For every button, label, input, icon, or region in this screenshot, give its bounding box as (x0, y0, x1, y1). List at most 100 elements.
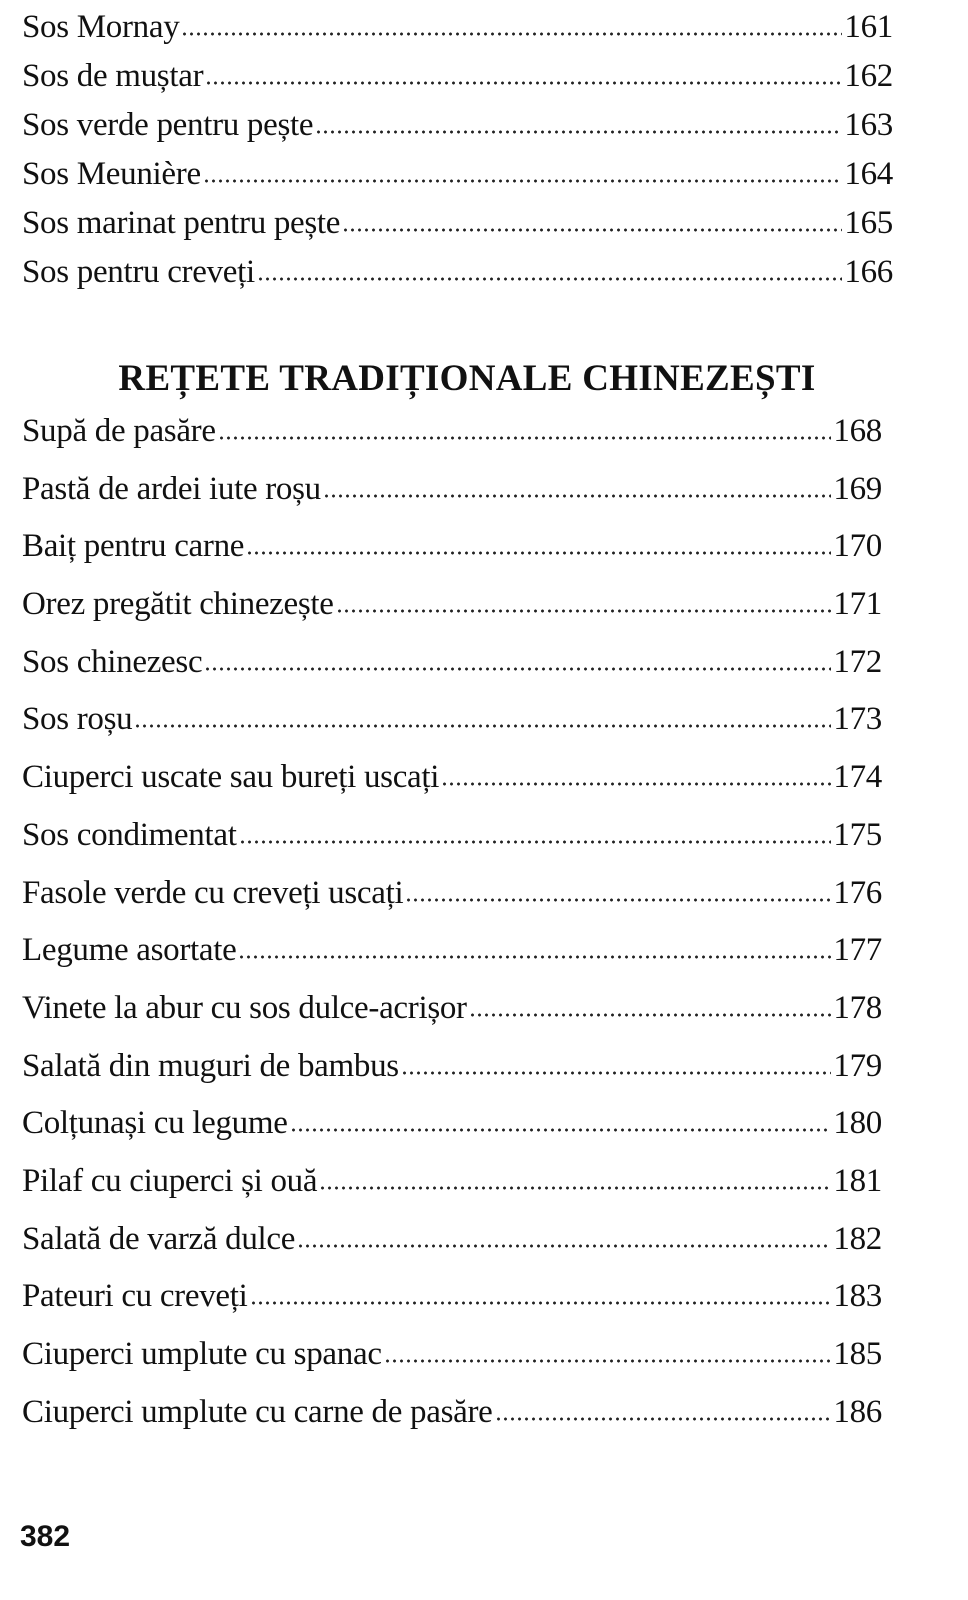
entry-title: Pastă de ardei iute roșu (22, 470, 321, 507)
entry-page: 161 (844, 9, 893, 45)
entry-page: 181 (833, 1162, 882, 1199)
entry-title: Sos chinezesc (22, 643, 203, 680)
entry-page: 183 (833, 1278, 882, 1315)
dot-leader (297, 1243, 832, 1248)
entry-title: Sos verde pentru pește (22, 107, 314, 143)
entry-title: Ciuperci uscate sau bureți uscați (22, 759, 440, 796)
dot-leader (342, 228, 843, 232)
entry-page: 164 (844, 156, 893, 192)
entry-title: Sos Mornay (22, 9, 180, 45)
dot-leader (205, 81, 843, 85)
dot-leader (134, 724, 832, 729)
entry-title: Sos condimentat (22, 816, 237, 853)
toc-entry: Ciuperci umplute cu carne de pasăre 186 (22, 1394, 882, 1452)
entry-page: 182 (833, 1220, 882, 1257)
toc-entry: Salată de varză dulce 182 (22, 1221, 882, 1279)
entry-page: 175 (833, 816, 882, 853)
entry-page: 186 (833, 1393, 882, 1430)
toc-entry: Sos verde pentru pește 163 (22, 107, 893, 156)
dot-leader (256, 277, 843, 281)
entry-page: 174 (833, 759, 882, 796)
toc-entry: Sos Meunière 164 (22, 156, 893, 205)
entry-title: Sos marinat pentru pește (22, 205, 341, 241)
entry-title: Pilaf cu ciuperci și ouă (22, 1162, 318, 1199)
entry-page: 163 (844, 107, 893, 143)
entry-title: Vinete la abur cu sos dulce-acrișor (22, 989, 467, 1026)
toc-entry: Sos de muștar 162 (22, 58, 893, 107)
toc-entry: Sos Mornay 161 (22, 9, 893, 58)
dot-leader (181, 32, 843, 36)
toc-entry: Sos pentru creveți 166 (22, 254, 893, 303)
entry-page: 185 (833, 1336, 882, 1372)
toc-entry: Fasole verde cu creveți uscați 176 (22, 875, 882, 933)
entry-page: 170 (833, 528, 882, 565)
dot-leader (383, 1359, 832, 1363)
toc-entry: Pastă de ardei iute roșu 169 (22, 471, 882, 529)
entry-title: Salată din muguri de bambus (22, 1047, 399, 1084)
entry-title: Colțunași cu legume (22, 1105, 288, 1142)
entry-title: Sos roșu (22, 701, 133, 738)
entry-title: Ciuperci umplute cu spanac (22, 1336, 382, 1372)
toc-entry: Supă de pasăre 168 (22, 413, 882, 471)
dot-leader (441, 782, 832, 787)
toc-section-sauces: Sos Mornay 161 Sos de muștar 162 Sos verde p… (22, 9, 893, 303)
dot-leader (238, 955, 832, 960)
toc-entry: Sos condimentat 175 (22, 817, 882, 875)
entry-title: Legume asortate (22, 932, 237, 969)
dot-leader (405, 897, 832, 902)
entry-title: Sos pentru creveți (22, 254, 255, 290)
entry-page: 173 (833, 701, 882, 738)
entry-page: 176 (833, 874, 882, 911)
entry-page: 165 (844, 205, 893, 241)
dot-leader (289, 1128, 832, 1133)
dot-leader (238, 839, 832, 844)
entry-page: 168 (833, 413, 882, 449)
entry-page: 172 (833, 643, 882, 680)
dot-leader (468, 1012, 832, 1017)
entry-title: Ciuperci umplute cu carne de pasăre (22, 1393, 493, 1430)
toc-entry: Salată din muguri de bambus 179 (22, 1048, 882, 1106)
entry-title: Salată de varză dulce (22, 1220, 296, 1257)
entry-title: Pateuri cu creveți (22, 1278, 248, 1315)
entry-page: 169 (833, 470, 882, 507)
entry-page: 178 (833, 989, 882, 1026)
entry-page: 171 (833, 586, 882, 623)
entry-page: 162 (844, 58, 893, 94)
entry-title: Sos de muștar (22, 58, 204, 94)
entry-title: Supă de pasăre (22, 413, 216, 449)
dot-leader (335, 609, 832, 614)
page-number: 382 (20, 1520, 71, 1553)
dot-leader (322, 493, 832, 498)
toc-entry: Legume asortate 177 (22, 932, 882, 990)
entry-page: 179 (833, 1047, 882, 1084)
dot-leader (202, 179, 843, 183)
toc-entry: Sos marinat pentru pește 165 (22, 205, 893, 254)
dot-leader (249, 1301, 832, 1306)
toc-entry: Ciuperci umplute cu spanac 185 (22, 1336, 882, 1394)
dot-leader (246, 551, 832, 556)
toc-entry: Colțunași cu legume 180 (22, 1105, 882, 1163)
toc-entry: Sos roșu 173 (22, 701, 882, 759)
entry-title: Fasole verde cu creveți uscați (22, 874, 404, 911)
entry-title: Baiț pentru carne (22, 528, 245, 565)
dot-leader (315, 130, 843, 134)
dot-leader (204, 666, 832, 671)
section-heading: REȚETE TRADIȚIONALE CHINEZEȘTI (118, 358, 816, 399)
dot-leader (400, 1070, 832, 1075)
dot-leader (217, 436, 832, 440)
toc-entry: Vinete la abur cu sos dulce-acrișor 178 (22, 990, 882, 1048)
dot-leader (494, 1416, 832, 1421)
entry-page: 177 (833, 932, 882, 969)
entry-page: 166 (844, 254, 893, 290)
toc-entry: Orez pregătit chinezește 171 (22, 586, 882, 644)
toc-entry: Ciuperci uscate sau bureți uscați 174 (22, 759, 882, 817)
entry-title: Orez pregătit chinezește (22, 586, 334, 623)
toc-entry: Pilaf cu ciuperci și ouă 181 (22, 1163, 882, 1221)
toc-entry: Baiț pentru carne 170 (22, 528, 882, 586)
entry-title: Sos Meunière (22, 156, 201, 192)
entry-page: 180 (833, 1105, 882, 1142)
toc-entry: Pateuri cu creveți 183 (22, 1278, 882, 1336)
toc-entry: Sos chinezesc 172 (22, 644, 882, 702)
dot-leader (319, 1185, 832, 1190)
toc-section-chinese-recipes: Supă de pasăre 168 Pastă de ardei iute roș… (22, 413, 882, 1451)
